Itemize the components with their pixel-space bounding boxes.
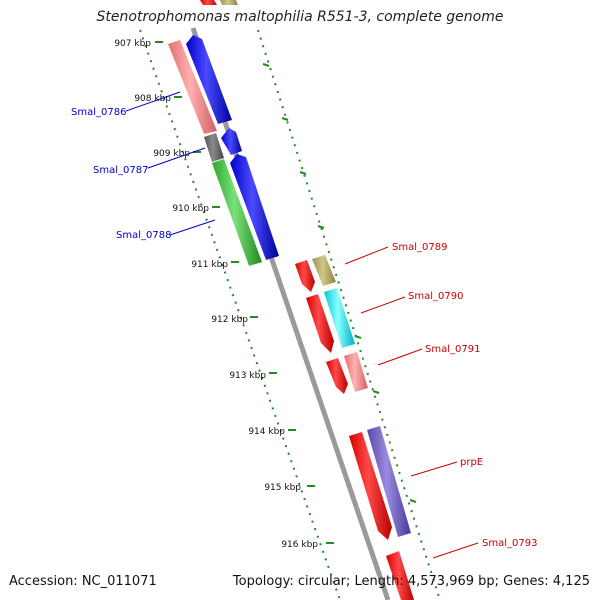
accession-text: Accession: NC_011071 xyxy=(9,574,157,589)
tick-mark xyxy=(354,335,362,339)
gene-label-smal-0789[interactable]: Smal_0789 xyxy=(392,242,447,253)
gene-label-smal-0786[interactable]: Smal_0786 xyxy=(71,107,126,118)
gene-label-smal-0788[interactable]: Smal_0788 xyxy=(116,230,171,241)
tick-label-915: 915 kbp xyxy=(264,483,301,493)
gene-partial-top-red[interactable] xyxy=(200,0,217,5)
outer-ring-right xyxy=(257,29,441,600)
gene-smal-0788[interactable] xyxy=(212,159,262,266)
tick-mark xyxy=(262,63,270,67)
callout-line xyxy=(432,542,479,559)
gene-smal-0787[interactable] xyxy=(204,133,224,162)
gene-label-prpe[interactable]: prpE xyxy=(460,457,483,468)
map-title: Stenotrophomonas maltophilia R551-3, com… xyxy=(96,9,504,25)
tick-label-910: 910 kbp xyxy=(172,204,209,214)
tick-mark xyxy=(299,171,307,175)
callout-line xyxy=(344,246,389,265)
gene-blue-c[interactable] xyxy=(230,154,279,260)
gene-label-smal-0787[interactable]: Smal_0787 xyxy=(93,165,148,176)
gene-prpE[interactable] xyxy=(367,426,411,537)
gene-smal-0791[interactable] xyxy=(344,352,368,392)
tick-label-908: 908 kbp xyxy=(134,94,171,104)
gene-partial-top-olive[interactable] xyxy=(220,0,238,5)
tick-label-909: 909 kbp xyxy=(153,149,190,159)
tick-mark xyxy=(281,117,289,121)
tick-mark xyxy=(409,499,417,503)
tick-label-914: 914 kbp xyxy=(248,427,285,437)
gene-red-prpE[interactable] xyxy=(349,432,392,540)
tick-label-907: 907 kbp xyxy=(114,39,151,49)
callout-line xyxy=(125,91,181,112)
callout-line xyxy=(360,296,406,314)
callout-line xyxy=(410,461,458,477)
gene-smal-0790[interactable] xyxy=(324,288,355,348)
gene-red-0790[interactable] xyxy=(306,294,334,353)
gene-label-smal-0791[interactable]: Smal_0791 xyxy=(425,344,480,355)
tick-label-916: 916 kbp xyxy=(281,540,318,550)
gene-blue-b[interactable] xyxy=(221,128,242,155)
genome-backbone xyxy=(190,27,391,600)
tick-label-912: 912 kbp xyxy=(211,315,248,325)
gene-label-smal-0790[interactable]: Smal_0790 xyxy=(408,291,463,302)
gene-red-0789[interactable] xyxy=(295,260,315,292)
tick-marks xyxy=(155,41,417,544)
tick-mark xyxy=(317,225,325,229)
topology-text: Topology: circular; Length: 4,573,969 bp… xyxy=(232,574,590,589)
gene-label-smal-0793[interactable]: Smal_0793 xyxy=(482,538,537,549)
callout-line xyxy=(377,348,423,366)
callout-line xyxy=(169,219,216,236)
gene-smal-0793[interactable] xyxy=(386,551,414,600)
callout-line xyxy=(147,147,206,169)
gene-smal-0786[interactable] xyxy=(168,40,217,134)
tick-mark xyxy=(372,390,380,394)
tick-label-913: 913 kbp xyxy=(229,371,266,381)
gene-blue-a[interactable] xyxy=(186,35,232,124)
tick-label-911: 911 kbp xyxy=(191,260,228,270)
gene-smal-0789[interactable] xyxy=(312,255,336,286)
gene-red-0791[interactable] xyxy=(326,358,348,394)
